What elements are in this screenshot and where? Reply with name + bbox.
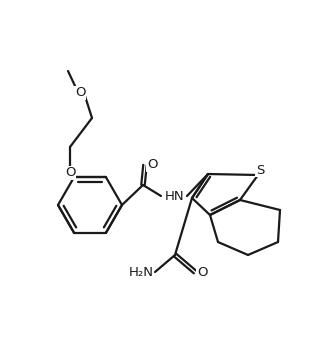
Text: HN: HN [165, 189, 185, 202]
Text: H₂N: H₂N [129, 265, 153, 278]
Text: O: O [65, 166, 75, 180]
Text: S: S [256, 163, 264, 176]
Text: O: O [147, 158, 157, 171]
Text: O: O [197, 265, 207, 278]
Text: O: O [75, 87, 85, 100]
